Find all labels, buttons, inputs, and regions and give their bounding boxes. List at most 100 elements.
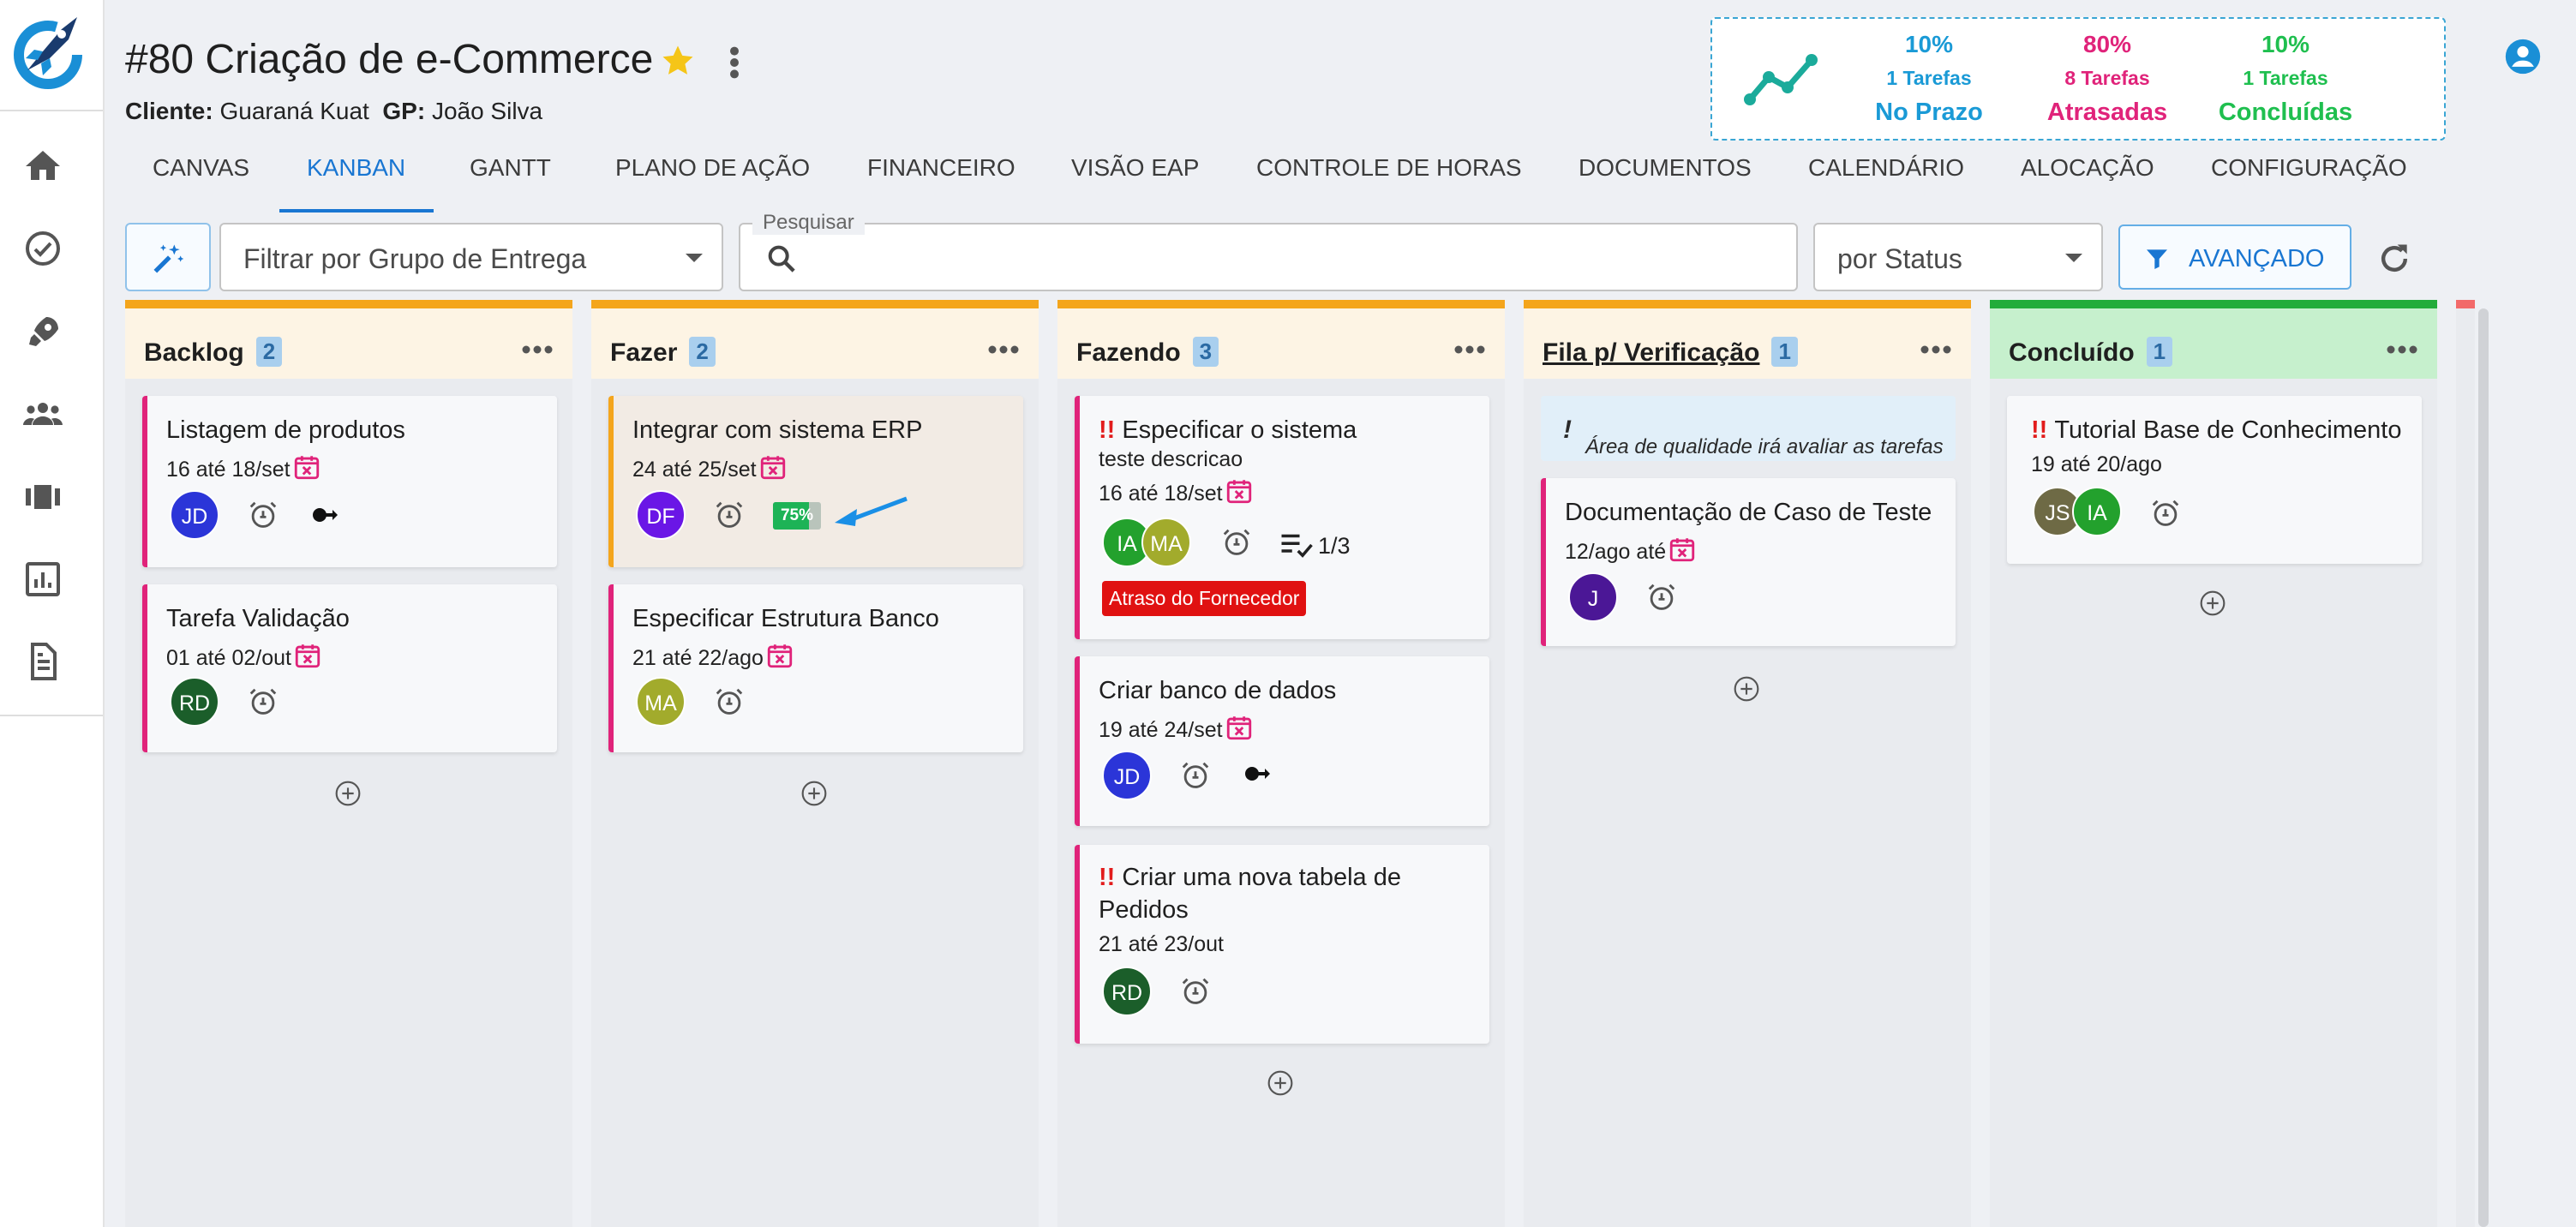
card-title: !! Tutorial Base de Conhecimento <box>2031 416 2401 445</box>
document-icon[interactable] <box>22 641 63 682</box>
task-card[interactable]: !! Especificar o sistema teste descricao … <box>1075 396 1489 639</box>
task-card[interactable]: Especificar Estrutura Banco 21 até 22/ag… <box>608 584 1023 752</box>
kanban-view-icon[interactable] <box>22 476 63 518</box>
key-icon[interactable] <box>1243 764 1273 783</box>
tab-kanban[interactable]: KANBAN <box>307 154 406 181</box>
alarm-icon[interactable] <box>713 685 746 718</box>
add-card-icon[interactable] <box>1733 675 1760 703</box>
column-menu-icon[interactable] <box>1920 344 1952 355</box>
column-fazer: Fazer 2 Integrar com sistema ERP 24 até 2… <box>591 300 1039 1227</box>
alarm-icon[interactable] <box>1645 581 1678 614</box>
avatar[interactable]: IA <box>2072 487 2122 536</box>
favorite-star-icon[interactable] <box>660 43 696 79</box>
alarm-icon[interactable] <box>1220 526 1253 559</box>
tab-documentos[interactable]: DOCUMENTOS <box>1579 154 1752 181</box>
status-select[interactable]: por Status <box>1813 223 2103 291</box>
home-icon[interactable] <box>22 146 63 187</box>
tab-gantt[interactable]: GANTT <box>470 154 551 181</box>
progress-text: 75% <box>780 506 814 524</box>
add-card-icon[interactable] <box>800 780 828 807</box>
card-dates-text: 19 até 24/set <box>1099 718 1223 742</box>
rocket-icon[interactable] <box>22 312 63 353</box>
stat-label: Concluídas <box>2218 99 2353 126</box>
tab-financeiro[interactable]: FINANCEIRO <box>867 154 1015 181</box>
task-card[interactable]: Listagem de produtos 16 até 18/set JD <box>142 396 557 567</box>
task-card[interactable]: Documentação de Caso de Teste 12/ago até… <box>1541 478 1956 646</box>
add-card-icon[interactable] <box>1267 1069 1294 1097</box>
avatar[interactable]: DF <box>636 490 686 540</box>
tab-visao-eap[interactable]: VISÃO EAP <box>1071 154 1200 181</box>
tab-alocacao[interactable]: ALOCAÇÃO <box>2021 154 2154 181</box>
column-menu-icon[interactable] <box>521 344 554 355</box>
column-title-text: Fazer <box>610 338 678 367</box>
refresh-icon[interactable] <box>2375 240 2413 278</box>
tab-canvas[interactable]: CANVAS <box>153 154 250 181</box>
delivery-group-select[interactable]: Filtrar por Grupo de Entrega <box>219 223 723 291</box>
alarm-icon[interactable] <box>1179 759 1212 792</box>
alarm-icon[interactable] <box>1179 975 1212 1008</box>
avatar[interactable]: MA <box>636 677 686 727</box>
add-card-icon[interactable] <box>2199 590 2226 617</box>
card-dates-text: 01 até 02/out <box>166 646 291 670</box>
task-card[interactable]: Criar banco de dados 19 até 24/set JD <box>1075 656 1489 826</box>
stat-label: Atrasadas <box>2046 99 2168 126</box>
stat-count: 1 Tarefas <box>2243 67 2328 89</box>
avatar[interactable]: J <box>1568 572 1618 622</box>
avatar[interactable]: JD <box>1102 751 1152 800</box>
search-input[interactable] <box>739 223 1798 291</box>
avatar[interactable]: RD <box>170 677 219 727</box>
tab-controle-de-horas[interactable]: CONTROLE DE HORAS <box>1256 154 1522 181</box>
advanced-filter-button[interactable]: AVANÇADO <box>2118 224 2351 290</box>
task-card[interactable]: Tarefa Validação 01 até 02/out RD <box>142 584 557 752</box>
column-concluido: Concluído 1 !! Tutorial Base de Conhecimen… <box>1990 300 2437 1227</box>
column-menu-icon[interactable] <box>1453 344 1486 355</box>
card-dates-text: 16 até 18/set <box>1099 482 1223 506</box>
logo-icon[interactable] <box>9 10 84 93</box>
column-note-text: Área de qualidade irá avaliar as tarefas <box>1585 435 1944 458</box>
column-menu-icon[interactable] <box>987 344 1020 355</box>
stat-count: 1 Tarefas <box>1886 67 1972 89</box>
column-header: Fazendo 3 <box>1057 300 1505 379</box>
account-icon[interactable] <box>2504 38 2542 75</box>
column-header: Concluído 1 <box>1990 300 2437 379</box>
column-count-badge: 2 <box>689 337 716 367</box>
column-header: Backlog 2 <box>125 300 572 379</box>
tab-configuracao[interactable]: CONFIGURAÇÃO <box>2211 154 2407 181</box>
card-title: !! Especificar o sistema <box>1099 416 1357 445</box>
avatar[interactable]: JD <box>170 490 219 540</box>
card-dates: 01 até 02/out <box>166 641 322 671</box>
more-options-icon[interactable] <box>720 43 749 82</box>
task-card[interactable]: Integrar com sistema ERP 24 até 25/set D… <box>608 396 1023 567</box>
board-scrollbar[interactable] <box>2478 308 2489 1227</box>
tab-plano-de-acao[interactable]: PLANO DE AÇÃO <box>615 154 811 181</box>
add-card-icon[interactable] <box>334 780 362 807</box>
filter-icon <box>2147 249 2167 269</box>
column-menu-icon[interactable] <box>2386 344 2418 355</box>
stat-percent: 10% <box>2261 31 2310 57</box>
team-icon[interactable] <box>22 394 63 435</box>
stat-done: 10% 1 Tarefas Concluídas <box>2204 31 2367 127</box>
avatar[interactable]: MA <box>1141 518 1191 567</box>
alarm-icon[interactable] <box>713 499 746 531</box>
check-circle-icon[interactable] <box>22 228 63 269</box>
calendar-overdue-icon <box>765 641 794 670</box>
task-card[interactable]: !! Tutorial Base de Conhecimento 19 até 2… <box>2007 396 2422 564</box>
avatar[interactable]: JS <box>2033 487 2082 536</box>
alarm-icon[interactable] <box>247 685 279 718</box>
task-card[interactable]: !! Criar uma nova tabela de Pedidos 21 at… <box>1075 845 1489 1044</box>
column-title[interactable]: Fila p/ Verificação 1 <box>1543 337 1798 368</box>
chart-icon[interactable] <box>22 559 63 600</box>
calendar-overdue-icon <box>1225 713 1254 742</box>
checklist-icon <box>1281 534 1313 558</box>
alarm-icon[interactable] <box>2149 497 2182 530</box>
urgent-icon: !! <box>2031 416 2048 444</box>
avatar[interactable]: RD <box>1102 967 1152 1016</box>
tab-calendario[interactable]: CALENDÁRIO <box>1808 154 1965 181</box>
alarm-icon[interactable] <box>247 499 279 531</box>
ai-assist-button[interactable] <box>125 223 211 291</box>
column-header: Fila p/ Verificação 1 <box>1524 300 1971 379</box>
calendar-overdue-icon <box>293 641 322 670</box>
column-title: Backlog 2 <box>144 337 283 368</box>
status-value: por Status <box>1837 243 1962 274</box>
key-icon[interactable] <box>310 506 341 524</box>
